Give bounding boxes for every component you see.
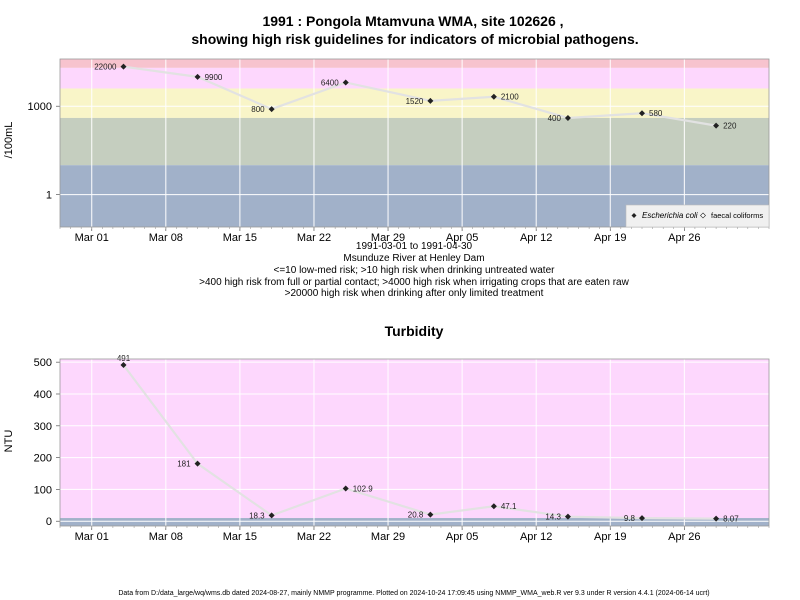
data-point: [427, 511, 434, 518]
caption-line: 1991-03-01 to 1991-04-30: [356, 241, 473, 252]
data-label: 20.8: [408, 511, 424, 520]
plot-frame: [59, 58, 770, 228]
chart-title-line1: 1991 : Pongola Mtamvuna WMA, site 102626…: [262, 13, 563, 29]
x-tick-label: Mar 29: [371, 531, 405, 543]
x-tick-label: Mar 08: [149, 531, 183, 543]
risk-band: [60, 88, 769, 118]
x-tick-label: Mar 15: [223, 232, 257, 244]
x-tick-label: Apr 05: [446, 232, 478, 244]
data-point: [268, 106, 275, 113]
x-tick-label: Apr 12: [520, 531, 552, 543]
caption-line: >400 high risk from full or partial cont…: [199, 277, 629, 288]
y-tick-label: 400: [34, 389, 52, 401]
y-tick-label: 300: [34, 421, 52, 433]
data-point: [564, 114, 571, 121]
y-tick-label: 100: [34, 484, 52, 496]
legend-box: [625, 204, 770, 228]
data-label: 2100: [501, 93, 519, 102]
y-tick-label: 0: [46, 516, 52, 528]
turbidity-plot: Turbidity 491 181 18.3 102.9 20.8 47.1 14.3 9.8…: [3, 323, 770, 543]
legend-marker-faecal: [700, 212, 706, 219]
risk-band: [60, 359, 769, 519]
data-label: 47.1: [501, 502, 517, 511]
x-tick-label: Mar 01: [75, 232, 109, 244]
y-tick-label: 200: [34, 453, 52, 465]
caption-line: >20000 high risk when drinking after onl…: [285, 288, 544, 299]
data-point: [268, 512, 275, 519]
plot-frame: [59, 358, 770, 527]
data-label: 22000: [94, 63, 117, 72]
data-point: [490, 93, 497, 100]
y-tick-label: 500: [34, 357, 52, 369]
data-point: [427, 97, 434, 104]
data-label: 220: [723, 122, 737, 131]
legend: Escherichia coli faecal coliforms: [625, 204, 770, 228]
data-point: [713, 515, 720, 522]
caption-line: <=10 low-med risk; >10 high risk when dr…: [274, 265, 556, 276]
microbial-plot: 22000 9900 800 6400 1520 2100 400 580 220 Mar 01…: [3, 58, 770, 299]
data-label: 1520: [406, 97, 424, 106]
x-tick-label: Mar 08: [149, 232, 183, 244]
data-point: [490, 503, 497, 510]
x-tick-label: Mar 22: [297, 232, 331, 244]
data-label: 400: [548, 114, 562, 123]
x-tick-label: Apr 26: [668, 531, 700, 543]
x-tick-label: Mar 22: [297, 531, 331, 543]
data-label: 14.3: [545, 513, 561, 522]
data-point: [713, 122, 720, 129]
data-label: 6400: [321, 78, 339, 87]
x-tick-label: Apr 05: [446, 531, 478, 543]
data-label: 181: [177, 460, 191, 469]
legend-label-faecal: faecal coliforms: [711, 211, 763, 220]
x-tick-label: Apr 26: [668, 232, 700, 244]
chart-title-line2: showing high risk guidelines for indicat…: [191, 31, 638, 47]
data-label: 580: [649, 109, 663, 118]
risk-band: [60, 518, 769, 526]
y-axis-label-microbial: /100mL: [3, 122, 15, 159]
data-point: [342, 485, 349, 492]
legend-label-ecoli: Escherichia coli: [642, 211, 698, 220]
data-label: 800: [251, 105, 265, 114]
data-label: 102.9: [353, 484, 374, 493]
data-point: [639, 110, 646, 117]
x-tick-label: Mar 29: [371, 232, 405, 244]
data-point: [564, 513, 571, 520]
y-axis-label-turbidity: NTU: [3, 430, 15, 453]
y-tick-label: 1: [46, 190, 52, 202]
data-label: 8.07: [723, 515, 739, 524]
risk-band: [60, 67, 769, 89]
data-point: [120, 362, 127, 369]
data-point: [342, 79, 349, 86]
x-tick-label: Mar 15: [223, 531, 257, 543]
footer-note: Data from D:/data_large/wq/wms.db dated …: [118, 590, 709, 597]
turbidity-title: Turbidity: [385, 323, 444, 339]
data-label: 18.3: [249, 511, 265, 520]
risk-band: [60, 117, 769, 166]
legend-marker-ecoli: [631, 213, 637, 218]
x-tick-label: Apr 12: [520, 232, 552, 244]
x-tick-label: Apr 19: [594, 232, 626, 244]
data-point: [194, 460, 201, 467]
risk-band: [60, 59, 769, 68]
data-point: [194, 73, 201, 80]
caption-line: Msunduze River at Henley Dam: [343, 253, 484, 264]
data-point: [120, 63, 127, 70]
x-tick-label: Apr 19: [594, 531, 626, 543]
x-tick-label: Mar 01: [75, 531, 109, 543]
data-label: 9.8: [624, 514, 636, 523]
data-label: 491: [117, 354, 131, 363]
data-label: 9900: [205, 73, 223, 82]
y-tick-label: 1000: [28, 101, 52, 113]
data-point: [639, 515, 646, 522]
